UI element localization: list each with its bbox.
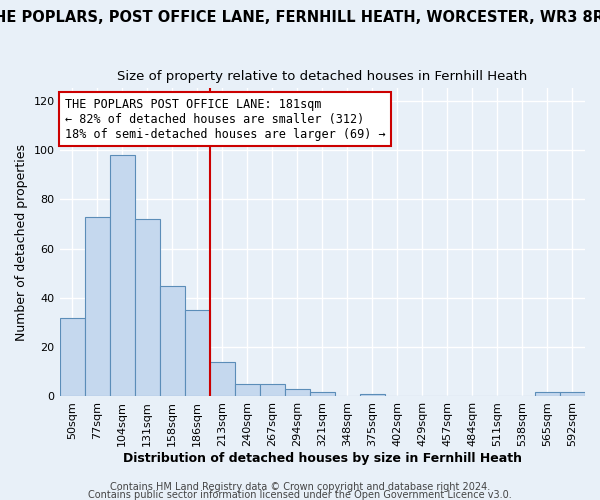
Text: Contains public sector information licensed under the Open Government Licence v3: Contains public sector information licen… xyxy=(88,490,512,500)
Bar xyxy=(360,394,385,396)
Bar xyxy=(535,392,560,396)
Bar xyxy=(59,318,85,396)
Bar xyxy=(560,392,585,396)
Bar xyxy=(85,216,110,396)
Bar xyxy=(260,384,285,396)
X-axis label: Distribution of detached houses by size in Fernhill Heath: Distribution of detached houses by size … xyxy=(123,452,522,465)
Bar xyxy=(110,155,134,396)
Y-axis label: Number of detached properties: Number of detached properties xyxy=(15,144,28,341)
Text: THE POPLARS POST OFFICE LANE: 181sqm
← 82% of detached houses are smaller (312)
: THE POPLARS POST OFFICE LANE: 181sqm ← 8… xyxy=(65,98,385,140)
Bar xyxy=(185,310,209,396)
Text: Contains HM Land Registry data © Crown copyright and database right 2024.: Contains HM Land Registry data © Crown c… xyxy=(110,482,490,492)
Bar xyxy=(134,219,160,396)
Title: Size of property relative to detached houses in Fernhill Heath: Size of property relative to detached ho… xyxy=(117,70,527,83)
Bar xyxy=(209,362,235,396)
Bar xyxy=(285,389,310,396)
Bar xyxy=(310,392,335,396)
Text: THE POPLARS, POST OFFICE LANE, FERNHILL HEATH, WORCESTER, WR3 8RB: THE POPLARS, POST OFFICE LANE, FERNHILL … xyxy=(0,10,600,25)
Bar xyxy=(235,384,260,396)
Bar xyxy=(160,286,185,397)
